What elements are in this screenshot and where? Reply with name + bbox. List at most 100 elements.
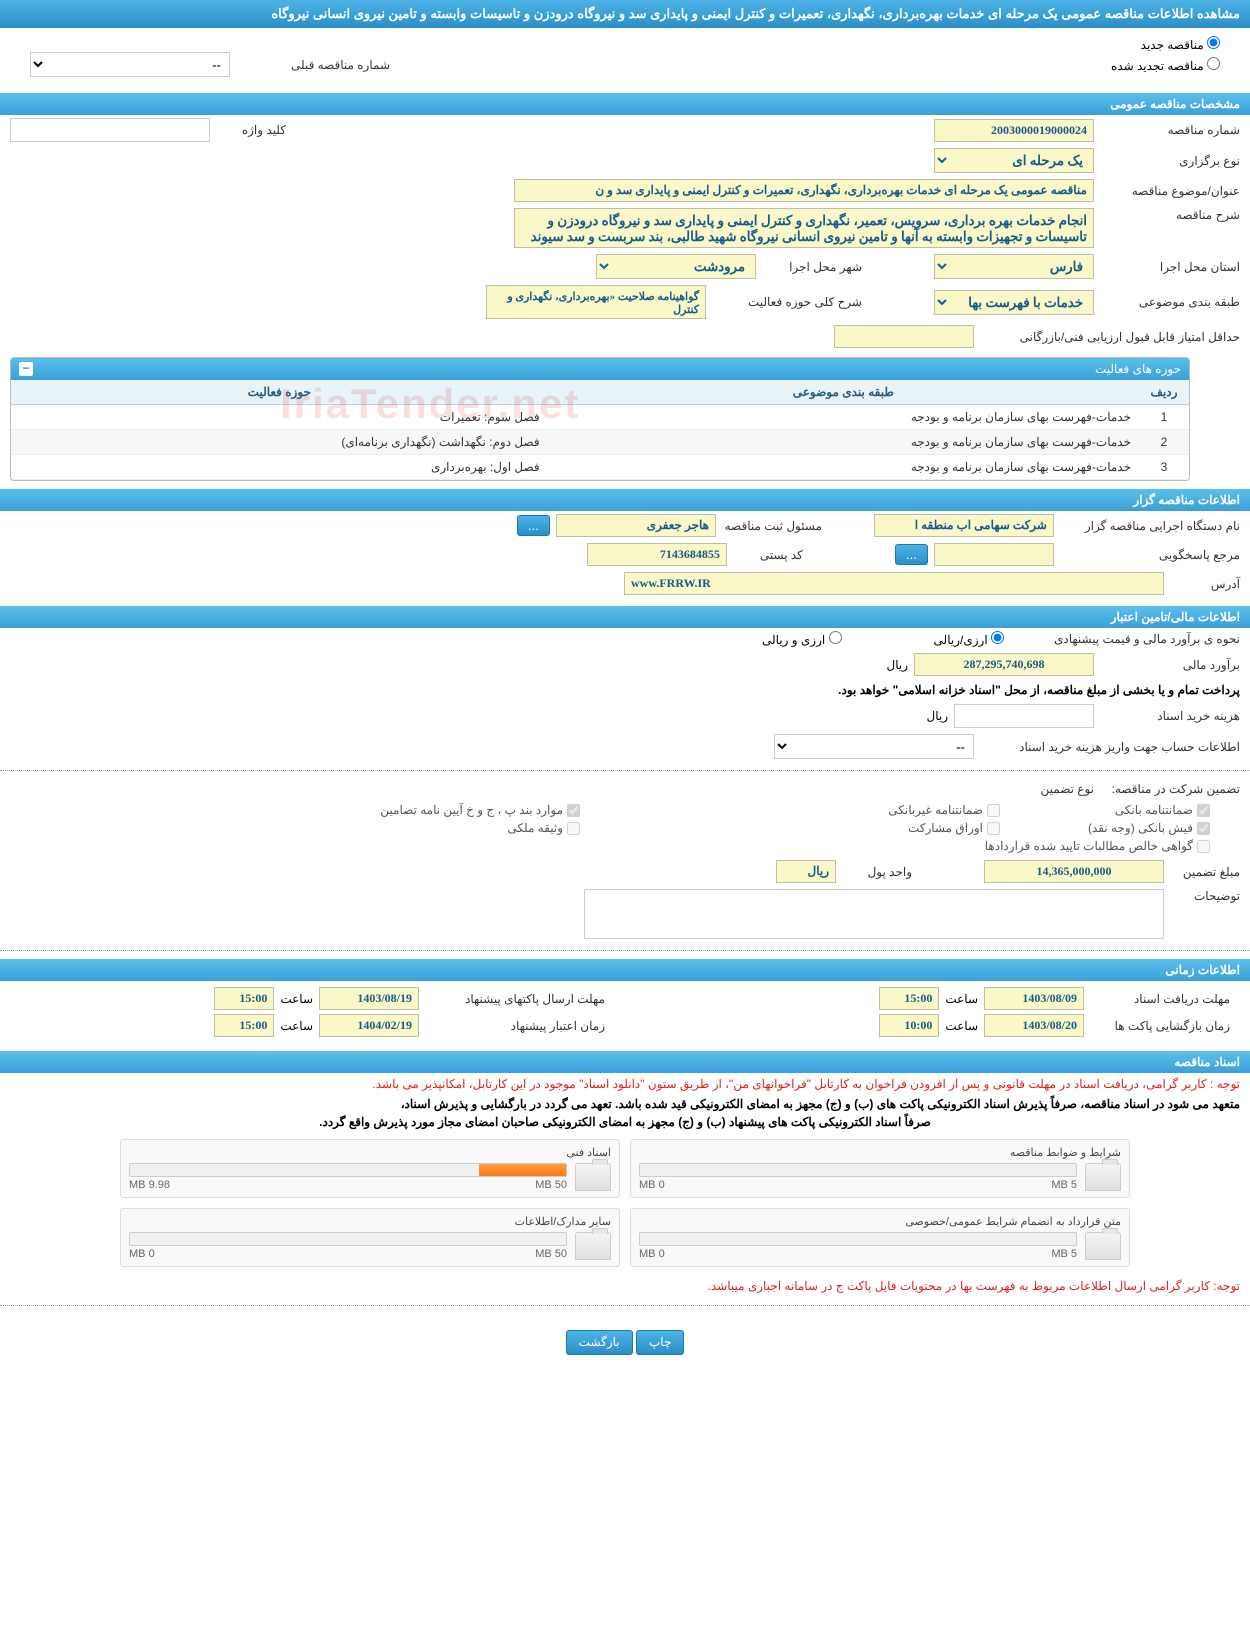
- time-label-2: ساعت: [280, 992, 313, 1006]
- radio-renewed-label: مناقصه تجدید شده: [1111, 59, 1204, 73]
- activity-desc-label: شرح کلی حوزه فعالیت: [712, 295, 862, 309]
- notes-field[interactable]: [584, 889, 1164, 939]
- type-select[interactable]: یک مرحله ای: [934, 148, 1094, 173]
- prev-tender-select[interactable]: --: [30, 52, 230, 77]
- subject-label: عنوان/موضوع مناقصه: [1100, 184, 1240, 198]
- notes-label: توضیحات: [1170, 889, 1240, 903]
- doc-total: 50 MB: [535, 1179, 567, 1191]
- progress-bar: [639, 1163, 1077, 1177]
- notice-2a: متعهد می شود در اسناد مناقصه، صرفاً پذیر…: [0, 1095, 1250, 1113]
- radio-new-label: مناقصه جدید: [1141, 38, 1204, 52]
- radio-renewed-tender[interactable]: مناقصه تجدید شده: [1111, 57, 1220, 73]
- doc-box[interactable]: اسناد فنی 50 MB9.98 MB: [120, 1139, 620, 1198]
- folder-icon: [575, 1232, 611, 1260]
- folder-icon: [1085, 1163, 1121, 1191]
- activities-table: ردیف طبقه بندی موضوعی حوزه فعالیت 1خدمات…: [11, 380, 1189, 480]
- chk-receivables[interactable]: گواهی خالص مطالبات تایید شده قراردادها: [800, 839, 1210, 853]
- notice-2b: صرفاً اسناد الکترونیکی پاکت های پیشنهاد …: [0, 1113, 1250, 1131]
- time-label-4: ساعت: [280, 1019, 313, 1033]
- doc-box[interactable]: سایر مدارک/اطلاعات 50 MB0 MB: [120, 1208, 620, 1267]
- province-select[interactable]: فارس: [934, 254, 1094, 279]
- registrar-label: مسئول ثبت مناقصه: [722, 519, 822, 533]
- city-select[interactable]: مرودشت: [596, 254, 756, 279]
- rial-label-2: ریال: [926, 709, 948, 723]
- amount-label: مبلغ تضمین: [1170, 865, 1240, 879]
- unit-label: واحد پول: [842, 865, 912, 879]
- activities-header: حوزه های فعالیت: [1095, 362, 1181, 376]
- guarantee-label: تضمین شرکت در مناقصه:: [1100, 782, 1240, 796]
- estimate-field: [914, 653, 1094, 676]
- send-deadline-time: [214, 987, 274, 1010]
- section-documents: اسناد مناقصه: [0, 1051, 1250, 1073]
- registrar-lookup-button[interactable]: ...: [517, 515, 550, 536]
- postal-label: کد پستی: [733, 548, 803, 562]
- collapse-icon[interactable]: −: [19, 362, 33, 376]
- chk-bonds[interactable]: اوراق مشارکت: [800, 821, 1000, 835]
- keyword-label: کلید واژه: [216, 123, 286, 137]
- radio-currency[interactable]: ارزی/ریالی: [934, 631, 1004, 647]
- tender-no-field: [934, 119, 1094, 142]
- category-select[interactable]: خدمات با فهرست بها: [934, 290, 1094, 315]
- section-timing: اطلاعات زمانی: [0, 959, 1250, 981]
- estimate-label: برآورد مالی: [1100, 658, 1240, 672]
- receive-deadline-date: [984, 987, 1084, 1010]
- validity-label: زمان اعتبار پیشنهاد: [425, 1019, 605, 1033]
- chk-property[interactable]: وثیقه ملکی: [350, 821, 580, 835]
- doc-title: متن قرارداد به انضمام شرایط عمومی/خصوصی: [639, 1215, 1121, 1228]
- postal-field: [587, 543, 727, 566]
- section-tenderer: اطلاعات مناقصه گزار: [0, 489, 1250, 511]
- doc-cost-field[interactable]: [954, 704, 1094, 728]
- progress-bar: [129, 1232, 567, 1246]
- city-label: شهر محل اجرا: [762, 260, 862, 274]
- doc-total: 5 MB: [1051, 1248, 1077, 1260]
- responder-lookup-button[interactable]: ...: [895, 544, 928, 565]
- table-row: 2خدمات-فهرست بهای سازمان برنامه و بودجهف…: [11, 430, 1189, 455]
- activity-desc-field: گواهینامه صلاحیت «بهره‌برداری، نگهداری و…: [486, 285, 706, 319]
- tender-no-label: شماره مناقصه: [1100, 123, 1240, 137]
- keyword-field[interactable]: [10, 118, 210, 142]
- doc-used: 0 MB: [129, 1248, 155, 1260]
- rial-label: ریال: [886, 658, 908, 672]
- address-label: آدرس: [1170, 577, 1240, 591]
- responder-field[interactable]: [934, 543, 1054, 566]
- desc-field: انجام خدمات بهره برداری، سرویس، تعمیر، ن…: [514, 208, 1094, 248]
- radio-both[interactable]: ارزی و ریالی: [762, 631, 842, 647]
- radio-new-tender[interactable]: مناقصه جدید: [1141, 38, 1220, 52]
- doc-title: سایر مدارک/اطلاعات: [129, 1215, 611, 1228]
- doc-title: اسناد فنی: [129, 1146, 611, 1159]
- doc-used: 0 MB: [639, 1179, 665, 1191]
- folder-icon: [1085, 1232, 1121, 1260]
- min-score-field[interactable]: [834, 325, 974, 348]
- progress-bar: [129, 1163, 567, 1177]
- back-button[interactable]: بازگشت: [566, 1330, 633, 1355]
- print-button[interactable]: چاپ: [636, 1330, 684, 1355]
- notice-3: توجه: کاربر گرامی ارسال اطلاعات مربوط به…: [0, 1275, 1250, 1297]
- chk-items[interactable]: موارد بند پ ، ج و خ آیین نامه تضامین: [350, 803, 580, 817]
- validity-date: [319, 1014, 419, 1037]
- doc-box[interactable]: متن قرارداد به انضمام شرایط عمومی/خصوصی …: [630, 1208, 1130, 1267]
- subject-field: [514, 179, 1094, 202]
- doc-box[interactable]: شرایط و ضوابط مناقصه 5 MB 0 MB: [630, 1139, 1130, 1198]
- doc-total: 5 MB: [1051, 1179, 1077, 1191]
- table-row: 3خدمات-فهرست بهای سازمان برنامه و بودجهف…: [11, 455, 1189, 480]
- section-general: مشخصات مناقصه عمومی: [0, 93, 1250, 115]
- doc-cost-label: هزینه خرید اسناد: [1100, 709, 1240, 723]
- org-label: نام دستگاه اجرایی مناقصه گزار: [1060, 519, 1240, 533]
- send-deadline-label: مهلت ارسال پاکتهای پیشنهاد: [425, 992, 605, 1006]
- min-score-label: حداقل امتیاز قابل قبول ارزیابی فنی/بازرگ…: [980, 330, 1240, 344]
- page-title: مشاهده اطلاعات مناقصه عمومی یک مرحله ای …: [0, 0, 1250, 28]
- col-row: ردیف: [1139, 380, 1189, 405]
- registrar-field: [556, 514, 716, 537]
- amount-field: [984, 860, 1164, 883]
- desc-label: شرح مناقصه: [1100, 208, 1240, 222]
- account-select[interactable]: --: [774, 734, 974, 759]
- address-field: [624, 572, 1164, 595]
- chk-nonbank[interactable]: ضمانتنامه غیربانکی: [800, 803, 1000, 817]
- chk-bank[interactable]: ضمانتنامه بانکی: [1010, 803, 1210, 817]
- open-date: [984, 1014, 1084, 1037]
- validity-time: [214, 1014, 274, 1037]
- doc-title: شرایط و ضوابط مناقصه: [639, 1146, 1121, 1159]
- open-label: زمان بازگشایی پاکت ها: [1090, 1019, 1230, 1033]
- type-label: نوع برگزاری: [1100, 154, 1240, 168]
- chk-cash[interactable]: فیش بانکی (وجه نقد): [1010, 821, 1210, 835]
